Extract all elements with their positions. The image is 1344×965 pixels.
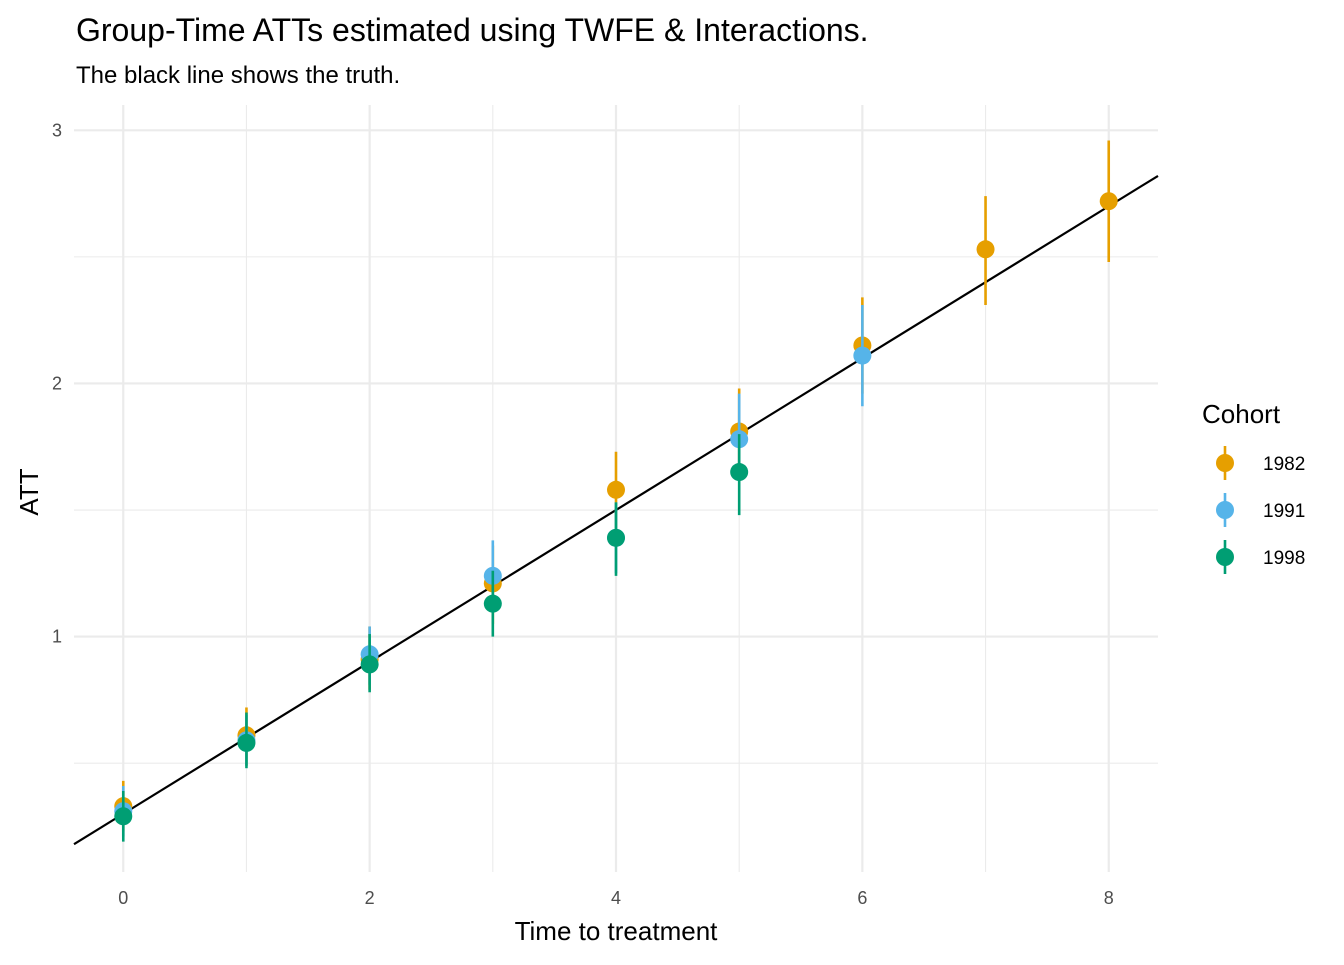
x-tick-label: 2 bbox=[365, 888, 375, 908]
x-tick-label: 6 bbox=[857, 888, 867, 908]
legend-title: Cohort bbox=[1202, 399, 1281, 429]
data-point bbox=[730, 463, 749, 482]
x-axis-ticks: 0 2 4 6 8 bbox=[118, 888, 1113, 908]
y-axis-label: ATT bbox=[14, 468, 44, 515]
data-point bbox=[1099, 192, 1118, 211]
series-1998 bbox=[114, 434, 749, 842]
data-marks bbox=[114, 140, 1118, 842]
legend-item-1998: 1998 bbox=[1216, 540, 1305, 574]
data-point bbox=[607, 528, 625, 547]
legend-key-point bbox=[1216, 454, 1234, 472]
y-axis-ticks: 1 2 3 bbox=[52, 120, 62, 646]
y-tick-label: 2 bbox=[52, 373, 62, 393]
chart-title: Group-Time ATTs estimated using TWFE & I… bbox=[76, 12, 869, 48]
x-tick-label: 8 bbox=[1104, 888, 1114, 908]
data-point bbox=[237, 733, 256, 752]
legend-label: 1982 bbox=[1263, 454, 1305, 475]
data-point bbox=[976, 240, 995, 259]
x-tick-label: 0 bbox=[118, 888, 128, 908]
data-point bbox=[360, 655, 379, 674]
legend-item-1991: 1991 bbox=[1216, 493, 1305, 527]
x-tick-label: 4 bbox=[611, 888, 621, 908]
data-point bbox=[607, 480, 625, 499]
chart-subtitle: The black line shows the truth. bbox=[76, 62, 400, 89]
legend: Cohort 1982 1991 1998 bbox=[1202, 399, 1305, 574]
legend-item-1982: 1982 bbox=[1216, 446, 1305, 480]
data-point bbox=[483, 594, 502, 613]
legend-label: 1991 bbox=[1263, 501, 1305, 522]
y-tick-label: 1 bbox=[52, 627, 62, 647]
legend-label: 1998 bbox=[1263, 548, 1305, 569]
data-point bbox=[853, 346, 872, 365]
y-tick-label: 3 bbox=[52, 120, 62, 140]
legend-key-point bbox=[1216, 548, 1234, 566]
x-axis-label: Time to treatment bbox=[515, 916, 719, 946]
legend-key-point bbox=[1216, 501, 1234, 519]
data-point bbox=[114, 807, 133, 826]
